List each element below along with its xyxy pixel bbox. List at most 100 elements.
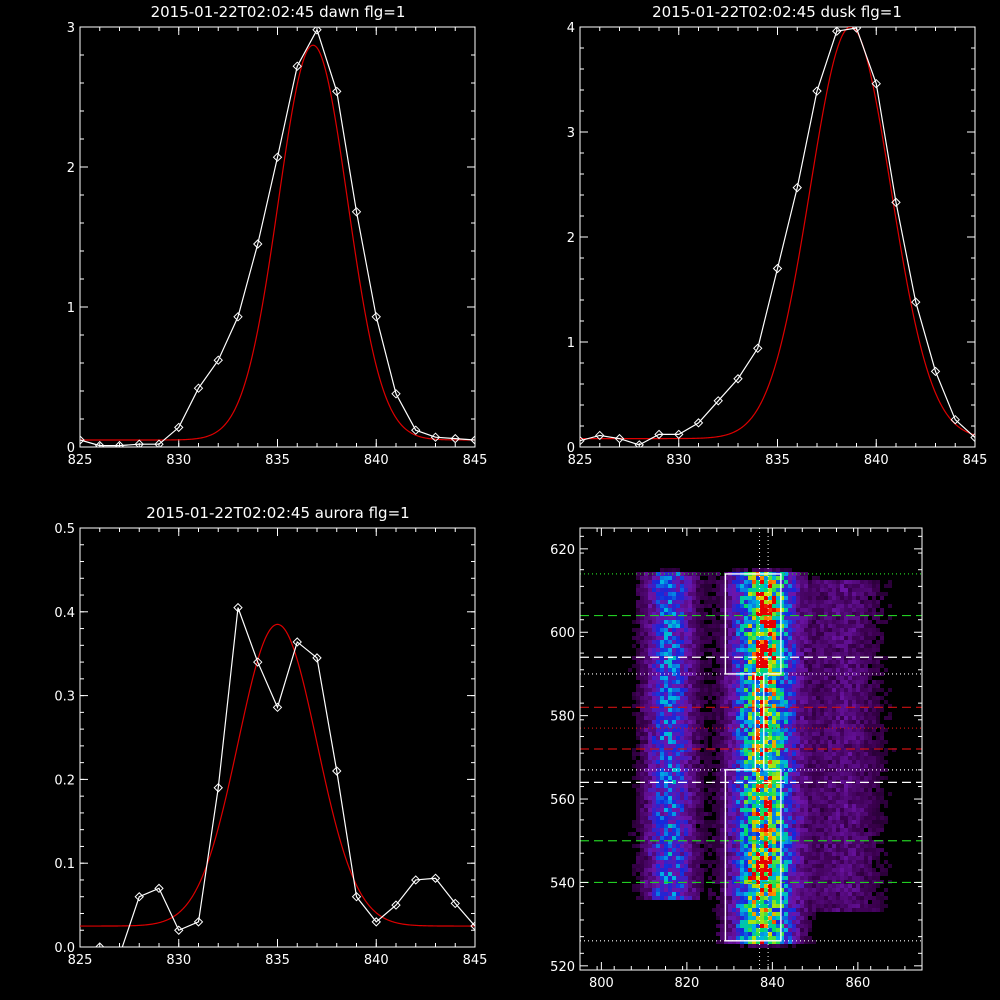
heatmap-cell <box>796 652 800 656</box>
dusk-xtick-label: 825 <box>568 453 593 468</box>
heatmap-cell <box>644 604 648 608</box>
heatmap-cell <box>668 664 672 668</box>
heatmap-cell <box>872 784 876 788</box>
heatmap-cell <box>700 672 704 676</box>
heatmap-cell <box>844 868 848 872</box>
heatmap-cell <box>732 640 736 644</box>
heatmap-cell <box>728 728 732 732</box>
heatmap-cell <box>676 708 680 712</box>
heatmap-cell <box>668 708 672 712</box>
heatmap-cell <box>824 744 828 748</box>
heatmap-cell <box>784 740 788 744</box>
heatmap-cell <box>704 604 708 608</box>
heatmap-cell <box>832 820 836 824</box>
heatmap-cell <box>864 620 868 624</box>
heatmap-cell <box>700 680 704 684</box>
heatmap-cell <box>676 724 680 728</box>
dusk-xtick-label: 845 <box>963 453 988 468</box>
heatmap-cell <box>644 596 648 600</box>
heatmap-cell <box>808 728 812 732</box>
heatmap-cell <box>872 700 876 704</box>
heatmap-cell <box>720 684 724 688</box>
heatmap-cell <box>692 712 696 716</box>
heatmap-cell <box>844 616 848 620</box>
heatmap-cell <box>816 588 820 592</box>
heatmap-cell <box>668 808 672 812</box>
heatmap-cell <box>804 748 808 752</box>
heatmap-cell <box>668 828 672 832</box>
heatmap-cell <box>852 740 856 744</box>
heatmap-cell <box>860 824 864 828</box>
dusk-data-point-marker <box>950 414 960 425</box>
heatmap-cell <box>864 600 868 604</box>
heatmap-cell <box>656 584 660 588</box>
heatmap-cell <box>740 616 744 620</box>
heatmap-cell <box>736 824 740 828</box>
heatmap-cell <box>752 820 756 824</box>
heatmap-cell <box>724 708 728 712</box>
heatmap-cell <box>672 860 676 864</box>
heatmap-cell <box>680 704 684 708</box>
heatmap-cell <box>836 816 840 820</box>
heatmap-cell <box>796 676 800 680</box>
heatmap-cell <box>656 600 660 604</box>
heatmap-cell <box>804 848 808 852</box>
heatmap-cell <box>652 748 656 752</box>
heatmap-cell <box>720 692 724 696</box>
heatmap-cell <box>864 696 868 700</box>
heatmap-cell <box>768 704 772 708</box>
heatmap-cell <box>792 720 796 724</box>
heatmap-cell <box>756 680 760 684</box>
heatmap-cell <box>704 700 708 704</box>
heatmap-cell <box>788 864 792 868</box>
heatmap-cell <box>812 628 816 632</box>
heatmap-cell <box>732 756 736 760</box>
dawn-ytick-label: 2 <box>67 161 75 176</box>
heatmap-cell <box>744 708 748 712</box>
heatmap-cell <box>748 776 752 780</box>
heatmap-cell <box>844 832 848 836</box>
heatmap-cell <box>884 668 888 672</box>
heatmap-cell <box>716 696 720 700</box>
heatmap-cell <box>700 612 704 616</box>
heatmap-cell <box>688 712 692 716</box>
heatmap-cell <box>804 620 808 624</box>
heatmap-cell <box>876 592 880 596</box>
heatmap-cell <box>752 816 756 820</box>
heatmap-cell <box>744 824 748 828</box>
heatmap-cell <box>780 820 784 824</box>
heatmap-cell <box>748 872 752 876</box>
heatmap-cell <box>828 732 832 736</box>
heatmap-cell <box>868 808 872 812</box>
heatmap-cell <box>676 848 680 852</box>
heatmap-cell <box>776 648 780 652</box>
heatmap-cell <box>648 700 652 704</box>
heatmap-cell <box>812 676 816 680</box>
heatmap-cell <box>680 800 684 804</box>
heatmap-cell <box>776 680 780 684</box>
heatmap-cell <box>720 672 724 676</box>
heatmap-cell <box>704 812 708 816</box>
heatmap-cell <box>632 644 636 648</box>
heatmap-cell <box>688 728 692 732</box>
heatmap-cell <box>732 692 736 696</box>
heatmap-cell <box>800 852 804 856</box>
dawn-plot-area <box>80 27 475 447</box>
heatmap-cell <box>672 760 676 764</box>
heatmap-cell <box>680 708 684 712</box>
heatmap-cell <box>672 772 676 776</box>
heatmap-cell <box>752 792 756 796</box>
heatmap-cell <box>680 828 684 832</box>
heatmap-cell <box>660 764 664 768</box>
heatmap-cell <box>768 716 772 720</box>
heatmap-cell <box>652 836 656 840</box>
heatmap-cell <box>788 616 792 620</box>
heatmap-cell <box>808 824 812 828</box>
heatmap-cell <box>692 732 696 736</box>
heatmap-cell <box>656 680 660 684</box>
heatmap-cell <box>848 748 852 752</box>
heatmap-cell <box>688 868 692 872</box>
heatmap-cell <box>820 848 824 852</box>
heatmap-cell <box>732 696 736 700</box>
heatmap-cell <box>668 632 672 636</box>
